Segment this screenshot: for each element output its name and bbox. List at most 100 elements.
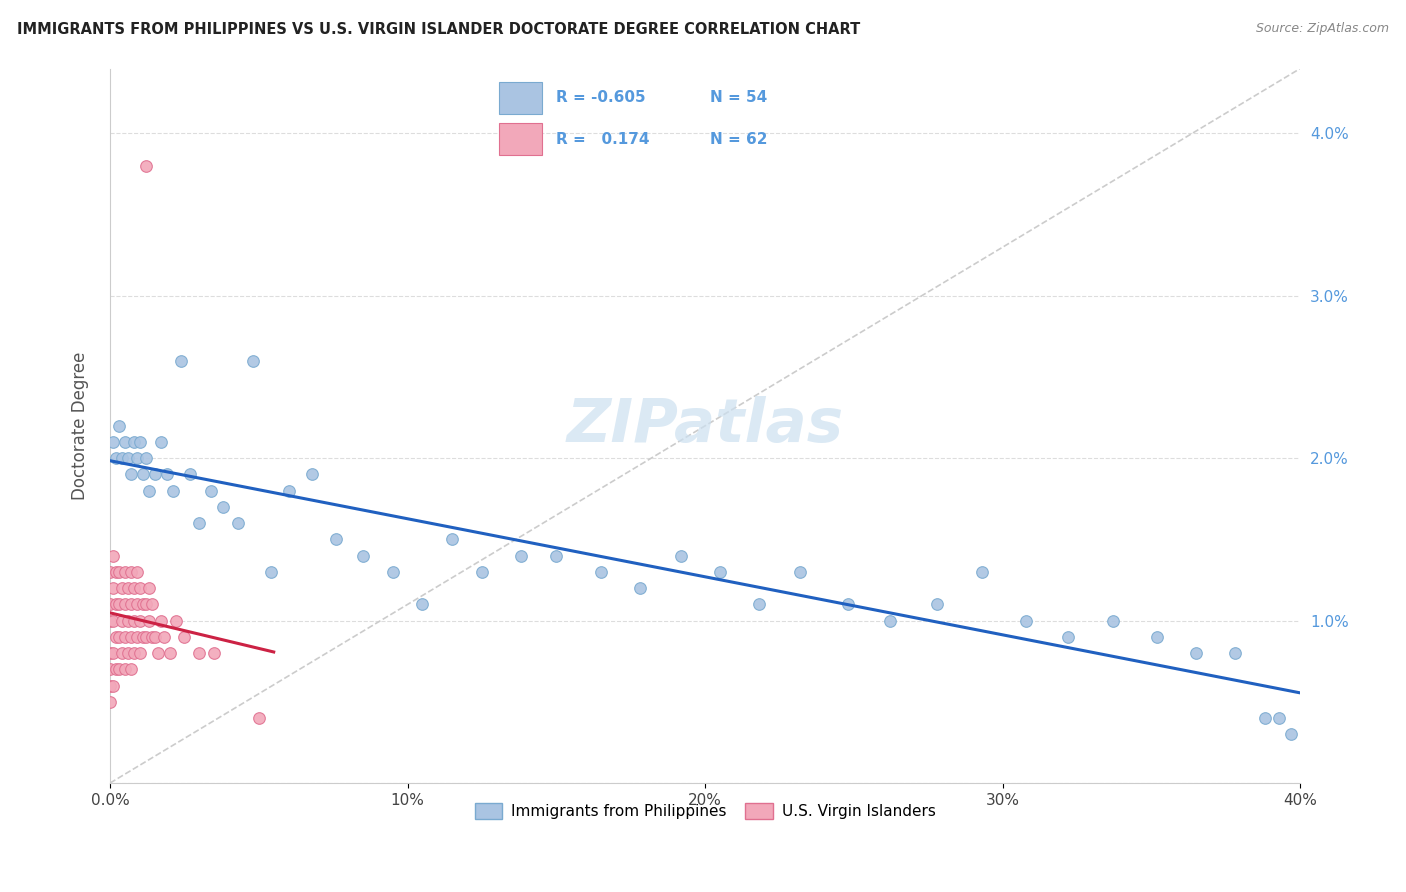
Point (111, 614, 134, 628)
Point (117, 451, 139, 466)
Point (135, 159, 157, 173)
Point (122, 581, 145, 595)
Point (212, 500, 235, 514)
Point (128, 581, 150, 595)
Point (120, 565, 142, 579)
Point (128, 646, 150, 660)
Point (179, 467, 201, 482)
Point (138, 581, 160, 595)
Point (159, 646, 181, 660)
Point (120, 467, 142, 482)
Point (173, 630, 195, 644)
Point (98, 679, 121, 693)
Point (108, 630, 131, 644)
Point (105, 598, 128, 612)
Point (188, 646, 211, 660)
Point (101, 581, 124, 595)
Point (141, 630, 163, 644)
Point (509, 549, 531, 563)
Point (128, 614, 150, 628)
Point (546, 549, 568, 563)
Text: IMMIGRANTS FROM PHILIPPINES VS U.S. VIRGIN ISLANDER DOCTORATE DEGREE CORRELATION: IMMIGRANTS FROM PHILIPPINES VS U.S. VIRG… (17, 22, 860, 37)
Point (789, 565, 811, 579)
Point (111, 646, 134, 660)
Point (120, 598, 142, 612)
Point (202, 646, 225, 660)
Point (98, 565, 121, 579)
Point (108, 418, 131, 433)
Point (101, 679, 124, 693)
Point (226, 516, 249, 531)
Y-axis label: Doctorate Degree: Doctorate Degree (72, 351, 89, 500)
Point (138, 614, 160, 628)
Point (381, 565, 404, 579)
Point (122, 614, 145, 628)
Point (125, 630, 148, 644)
Text: Source: ZipAtlas.com: Source: ZipAtlas.com (1256, 22, 1389, 36)
Point (879, 614, 901, 628)
Point (927, 598, 949, 612)
Point (1279, 727, 1302, 741)
Point (188, 516, 211, 531)
Point (149, 435, 172, 450)
Point (122, 646, 145, 660)
Point (105, 565, 128, 579)
Point (111, 581, 134, 595)
Point (301, 467, 323, 482)
Point (441, 533, 464, 547)
Point (200, 483, 222, 498)
Point (837, 598, 859, 612)
Point (143, 467, 166, 482)
Point (132, 598, 155, 612)
Point (98, 598, 121, 612)
Point (98, 662, 121, 676)
Point (671, 549, 693, 563)
Point (125, 598, 148, 612)
Point (748, 598, 770, 612)
Point (108, 598, 131, 612)
Text: ZIPatlas: ZIPatlas (567, 396, 844, 455)
Point (709, 565, 731, 579)
Point (260, 565, 283, 579)
Point (98, 614, 121, 628)
Point (170, 354, 193, 368)
Point (125, 451, 148, 466)
Point (105, 451, 128, 466)
Point (1268, 711, 1291, 725)
Point (1223, 646, 1246, 660)
Point (1101, 614, 1123, 628)
Point (1253, 711, 1275, 725)
Point (1015, 614, 1038, 628)
Point (114, 630, 136, 644)
Point (1146, 630, 1168, 644)
Point (325, 533, 347, 547)
Point (628, 581, 651, 595)
Point (101, 646, 124, 660)
Point (152, 630, 174, 644)
Point (117, 614, 139, 628)
Point (135, 598, 157, 612)
Point (122, 435, 145, 450)
Point (117, 646, 139, 660)
Point (120, 630, 142, 644)
Point (105, 662, 128, 676)
Point (135, 451, 157, 466)
Point (114, 598, 136, 612)
Point (143, 630, 166, 644)
Point (108, 662, 131, 676)
Point (98, 695, 121, 709)
Point (149, 614, 172, 628)
Point (411, 598, 433, 612)
Point (120, 662, 142, 676)
Point (132, 630, 155, 644)
Point (105, 630, 128, 644)
Point (242, 354, 264, 368)
Point (138, 483, 160, 498)
Point (141, 598, 163, 612)
Point (101, 549, 124, 563)
Point (471, 565, 494, 579)
Point (125, 565, 148, 579)
Point (114, 435, 136, 450)
Legend: Immigrants from Philippines, U.S. Virgin Islanders: Immigrants from Philippines, U.S. Virgin… (468, 797, 942, 825)
Point (101, 435, 124, 450)
